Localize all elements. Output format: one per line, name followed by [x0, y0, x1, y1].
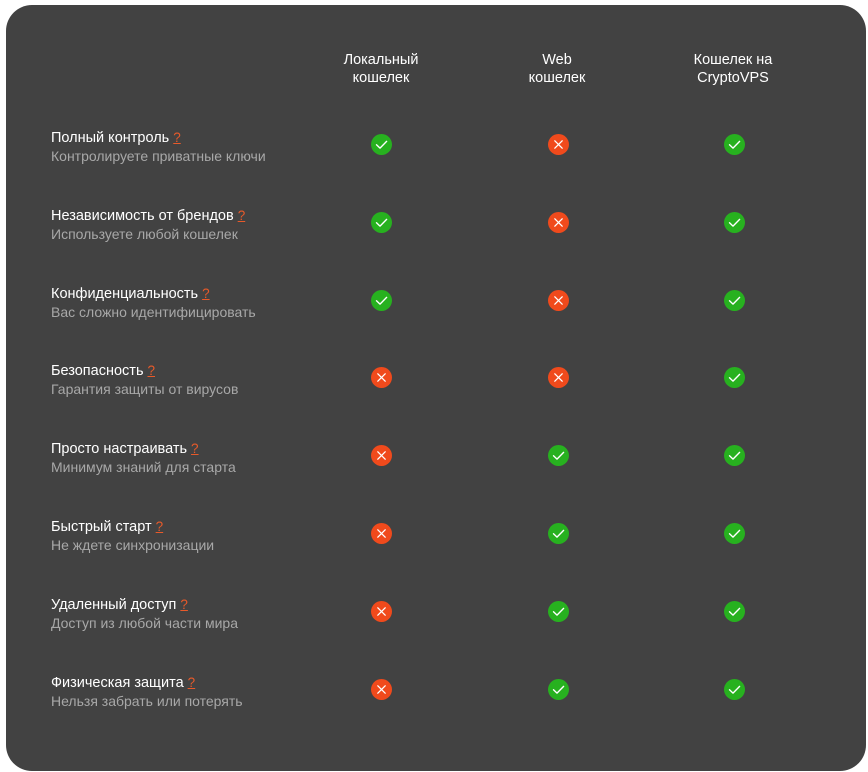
table-row: Конфиденциальность? Вас сложно идентифици… [6, 284, 866, 344]
cross-circle-icon-local [370, 367, 392, 389]
table-row: Быстрый старт? Не ждете синхронизации [6, 517, 866, 577]
help-link[interactable]: ? [191, 441, 199, 457]
cross-circle-icon-local [370, 678, 392, 700]
feature-title: Физическая защита? [51, 673, 195, 693]
check-circle-icon-cryptovps [723, 678, 745, 700]
feature-title-text: Независимость от брендов [51, 207, 234, 224]
check-circle-icon-cryptovps [723, 445, 745, 467]
feature-description: Гарантия защиты от вирусов [51, 381, 239, 398]
help-link[interactable]: ? [202, 285, 210, 301]
table-row: Независимость от брендов? Используете люб… [6, 206, 866, 266]
check-circle-icon-cryptovps [723, 289, 745, 311]
column-header-local: Локальный кошелек [343, 52, 419, 86]
check-circle-icon-cryptovps [723, 211, 745, 233]
check-circle-icon-cryptovps [723, 134, 745, 155]
help-link[interactable]: ? [173, 130, 181, 145]
feature-title: Удаленный доступ? [51, 595, 188, 615]
check-circle-icon-cryptovps [723, 600, 745, 622]
check-circle-icon-cryptovps [723, 523, 745, 544]
help-link[interactable]: ? [187, 674, 196, 690]
feature-title: Конфиденциальность? [51, 284, 210, 304]
column-header-web: Web кошелек [528, 52, 586, 86]
feature-description: Доступ из любой части мира [51, 614, 238, 631]
table-row: Безопасность? Гарантия защиты от вирусов [6, 361, 866, 421]
feature-title: Независимость от брендов? [51, 206, 245, 226]
feature-description: Вас сложно идентифицировать [51, 303, 256, 320]
cross-circle-icon-web [547, 211, 569, 233]
comparison-table: Локальный кошелек Web кошелек Кошелек на… [6, 5, 866, 771]
cross-circle-icon-local [370, 523, 392, 544]
feature-description: Не ждете синхронизации [51, 537, 215, 553]
check-circle-icon-local [370, 211, 392, 233]
table-row: Полный контроль? Контролируете приватные … [6, 128, 866, 188]
table-row: Физическая защита? Нельзя забрать или пот… [6, 673, 866, 733]
check-circle-icon-web [547, 523, 569, 544]
column-header-cryptovps: Кошелек на CryptoVPS [693, 52, 773, 86]
feature-description: Используете любой кошелек [51, 225, 238, 242]
feature-description: Контролируете приватные ключи [51, 148, 266, 164]
help-link[interactable]: ? [237, 207, 246, 223]
check-circle-icon-cryptovps [723, 367, 745, 389]
cross-circle-icon-web [547, 289, 569, 311]
check-circle-icon-web [547, 678, 569, 700]
feature-title-text: Удаленный доступ [51, 596, 177, 613]
feature-title: Безопасность? [51, 361, 155, 381]
help-link[interactable]: ? [147, 363, 156, 379]
feature-title-text: Физическая защита [51, 674, 184, 691]
feature-title-text: Конфиденциальность [51, 285, 199, 302]
feature-title-text: Безопасность [51, 363, 144, 380]
feature-title: Просто настраивать? [51, 439, 199, 459]
feature-title-text: Полный контроль [51, 130, 170, 146]
table-row: Удаленный доступ? Доступ из любой части м… [6, 595, 866, 655]
table-row: Просто настраивать? Минимум знаний для ст… [6, 439, 866, 499]
check-circle-icon-web [547, 600, 569, 622]
cross-circle-icon-web [547, 134, 569, 155]
help-link[interactable]: ? [180, 596, 188, 612]
feature-title-text: Просто настраивать [51, 441, 188, 458]
feature-title: Полный контроль? [51, 128, 181, 148]
check-circle-icon-local [370, 289, 392, 311]
check-circle-icon-local [370, 134, 392, 155]
feature-title-text: Быстрый старт [51, 519, 152, 535]
cross-circle-icon-local [370, 600, 392, 622]
feature-description: Минимум знаний для старта [51, 459, 236, 476]
cross-circle-icon-web [547, 367, 569, 389]
check-circle-icon-web [547, 445, 569, 467]
feature-description: Нельзя забрать или потерять [51, 692, 243, 709]
cross-circle-icon-local [370, 445, 392, 467]
feature-title: Быстрый старт? [51, 517, 163, 537]
help-link[interactable]: ? [155, 519, 164, 534]
